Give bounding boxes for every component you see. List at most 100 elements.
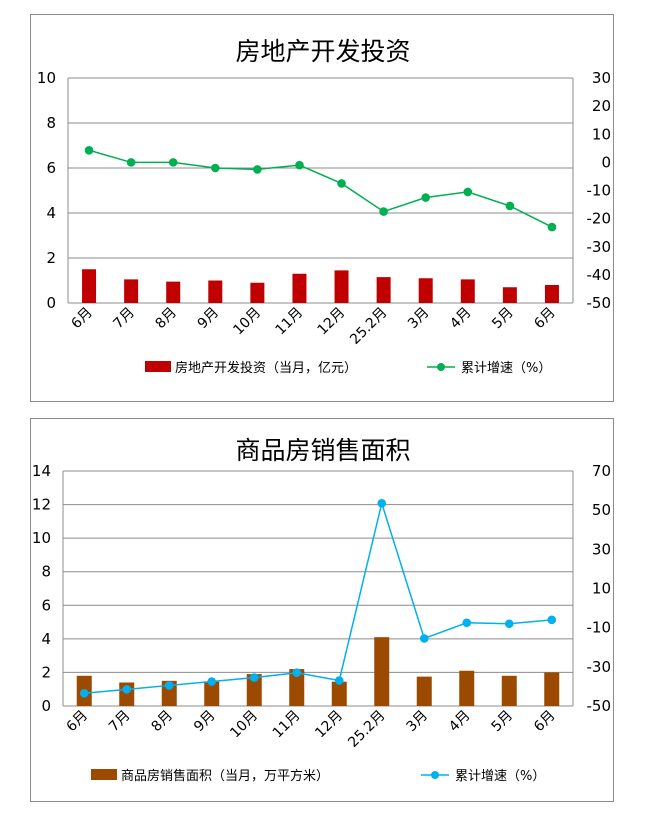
x-tick-label: 10月 — [227, 708, 261, 742]
bar — [292, 273, 307, 303]
y2-tick-label: -40 — [587, 266, 612, 284]
x-tick-label: 8月 — [153, 305, 181, 333]
growth-point — [421, 193, 431, 202]
y-tick-label: 6 — [46, 159, 56, 177]
y-tick-label: 14 — [32, 462, 51, 480]
y2-tick-label: -10 — [587, 619, 612, 637]
y2-tick-label: -50 — [587, 697, 612, 715]
x-tick-label: 12月 — [315, 305, 349, 339]
growth-point — [547, 222, 557, 232]
growth-point — [334, 676, 344, 685]
bar — [544, 285, 559, 303]
y2-tick-label: -50 — [587, 294, 612, 312]
x-tick-label: 5月 — [489, 305, 517, 333]
chart-panel-sales-area: 商品房销售面积 0 2 4 6 8 10 12 14 -50 -30 -10 10 30 50 70 6月 7月… — [30, 418, 614, 802]
growth-point — [79, 688, 89, 698]
growth-point — [207, 677, 217, 686]
chart-title: 房地产开发投资 — [235, 37, 410, 66]
growth-line — [84, 500, 552, 695]
bar — [124, 279, 139, 303]
growth-point — [463, 187, 473, 197]
bar — [376, 277, 391, 303]
growth-point — [164, 681, 174, 690]
bar — [460, 279, 475, 303]
bar — [166, 281, 181, 303]
bar — [82, 269, 97, 303]
y-tick-label: 4 — [46, 204, 56, 222]
legend-line-label: 累计增速（%） — [455, 769, 545, 784]
legend-line-marker — [431, 771, 439, 779]
x-tick-label: 4月 — [446, 708, 474, 736]
x-tick-label: 6月 — [68, 305, 96, 333]
bar — [334, 270, 349, 303]
bar — [502, 287, 517, 303]
y-tick-label: 6 — [41, 596, 51, 614]
bar — [250, 282, 265, 303]
growth-point — [292, 668, 302, 678]
bar — [416, 676, 432, 706]
legend-line-label: 累计增速（%） — [461, 361, 551, 376]
y-tick-label: 4 — [41, 630, 51, 648]
growth-point — [210, 163, 220, 173]
legend-bar-label: 房地产开发投资（当月，亿元） — [175, 360, 357, 376]
sales-area-chart: 商品房销售面积 0 2 4 6 8 10 12 14 -50 -30 -10 10 30 50 70 6月 7月… — [32, 436, 612, 784]
x-tick-label: 5月 — [489, 708, 517, 736]
y2-tick-label: 50 — [592, 501, 611, 519]
growth-point — [419, 634, 429, 643]
legend-bar-swatch — [91, 769, 117, 780]
growth-point — [379, 207, 388, 216]
growth-point — [168, 158, 178, 167]
bar — [289, 669, 305, 706]
x-tick-label: 10月 — [230, 305, 264, 339]
y2-tick-label: -30 — [587, 238, 612, 256]
chart-panel-investment: 房地产开发投资 0 2 4 6 8 10 -50 -40 -30 -20 -10 0 10 20 30 6月 7… — [30, 14, 614, 402]
bar — [501, 675, 517, 706]
growth-point — [377, 499, 387, 508]
y-tick-label: 10 — [32, 529, 51, 547]
x-tick-label: 6月 — [531, 305, 559, 333]
growth-point — [504, 619, 514, 629]
x-tick-label: 11月 — [272, 305, 306, 339]
bar — [208, 280, 223, 303]
x-tick-label: 3月 — [404, 708, 432, 736]
legend-line-marker — [437, 363, 445, 371]
bar — [374, 637, 390, 706]
investment-chart: 房地产开发投资 0 2 4 6 8 10 -50 -40 -30 -20 -10 0 10 20 30 6月 7… — [37, 37, 612, 376]
y2-tick-label: -30 — [587, 658, 612, 676]
x-tick-label: 11月 — [270, 708, 304, 742]
growth-point — [253, 165, 262, 174]
growth-point — [249, 673, 259, 682]
growth-line — [88, 149, 553, 228]
growth-point — [295, 160, 304, 170]
y-tick-label: 8 — [46, 114, 56, 132]
x-tick-label: 12月 — [312, 708, 346, 742]
y2-tick-label: 10 — [592, 125, 611, 143]
growth-point — [505, 201, 515, 211]
bar — [418, 278, 433, 303]
x-tick-label: 7月 — [106, 708, 134, 736]
y-tick-label: 0 — [46, 294, 56, 312]
bar — [331, 681, 347, 706]
growth-point — [126, 158, 136, 167]
x-tick-label: 7月 — [110, 305, 138, 333]
y2-tick-label: 20 — [592, 97, 611, 115]
bar — [204, 681, 220, 706]
growth-point — [547, 615, 557, 625]
bar — [544, 672, 560, 706]
x-tick-label: 3月 — [405, 305, 433, 333]
y2-tick-label: 70 — [592, 462, 611, 480]
y2-tick-label: 10 — [592, 580, 611, 598]
x-tick-label: 25.2月 — [347, 305, 390, 348]
x-tick-label: 4月 — [447, 305, 475, 333]
y-tick-label: 8 — [41, 563, 51, 581]
y-tick-label: 12 — [32, 496, 51, 514]
y2-tick-label: 30 — [592, 69, 611, 87]
y2-tick-label: 30 — [592, 540, 611, 558]
x-tick-label: 25.2月 — [345, 708, 388, 751]
x-tick-label: 8月 — [149, 708, 177, 736]
growth-point — [337, 179, 346, 188]
legend-bar-swatch — [145, 361, 171, 372]
y-tick-label: 0 — [41, 697, 51, 715]
x-tick-label: 6月 — [64, 708, 92, 736]
growth-point — [462, 618, 472, 628]
